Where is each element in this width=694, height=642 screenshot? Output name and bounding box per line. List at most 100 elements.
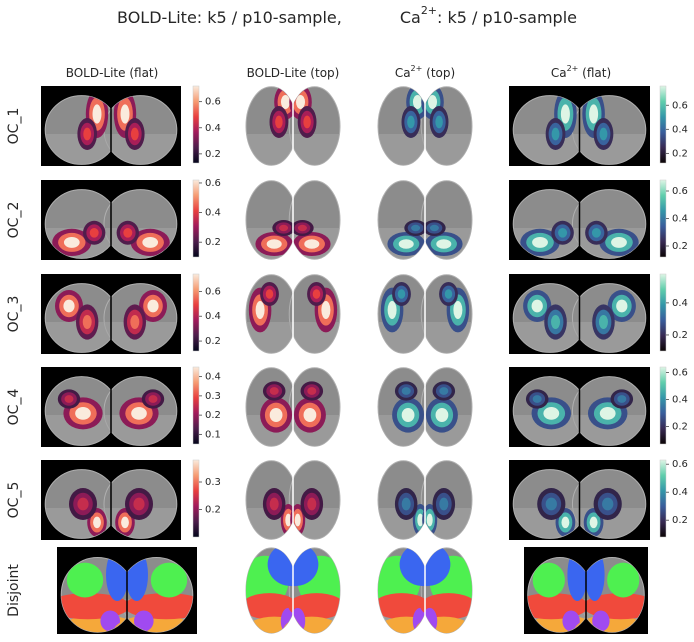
region xyxy=(271,547,319,587)
column-title: BOLD-Lite (flat) xyxy=(66,66,159,80)
activation-blob xyxy=(294,513,301,527)
activation-blob xyxy=(296,94,306,110)
activation-blob xyxy=(92,104,102,124)
activation-blob xyxy=(147,299,159,313)
activation-blob xyxy=(439,387,449,395)
region xyxy=(378,616,435,634)
colorbar-tick-label: 0.2 xyxy=(205,237,221,248)
colorbar-tick-label: 0.6 xyxy=(672,367,688,378)
region xyxy=(150,562,188,598)
colorbar-tick-label: 0.4 xyxy=(672,298,688,309)
region xyxy=(100,610,120,632)
region xyxy=(532,562,565,598)
activation-blob xyxy=(589,104,599,124)
region xyxy=(403,547,451,587)
brain-map xyxy=(378,488,472,540)
colorbar-tick-label: 0.4 xyxy=(672,124,688,135)
activation-blob xyxy=(303,115,311,129)
colorbar-tick-label: 0.6 xyxy=(672,100,688,111)
activation-blob xyxy=(561,516,570,529)
colorbar xyxy=(659,85,667,164)
column-title-part: BOLD-Lite (top) xyxy=(247,66,340,80)
activation-blob xyxy=(120,104,130,124)
row-label: OC_2 xyxy=(6,202,22,239)
activation-blob xyxy=(255,301,265,319)
colorbar-tick-label: 0.2 xyxy=(205,336,221,347)
activation-blob xyxy=(269,407,283,423)
colorbar xyxy=(659,459,667,538)
colorbar xyxy=(659,366,667,445)
activation-blob xyxy=(532,236,548,248)
activation-blob xyxy=(312,289,321,299)
row-label: OC_1 xyxy=(6,108,22,145)
activation-blob xyxy=(401,497,411,511)
brain-map xyxy=(527,557,645,633)
activation-blob xyxy=(417,513,424,527)
activation-blob xyxy=(130,127,139,141)
activation-blob xyxy=(304,239,320,249)
activation-blob xyxy=(435,407,449,423)
colorbar-tick-label: 0.2 xyxy=(672,148,688,159)
colorbar xyxy=(192,85,200,164)
activation-blob xyxy=(591,228,601,238)
colorbar-tick-label: 0.6 xyxy=(672,459,688,470)
activation-blob xyxy=(131,407,147,420)
column-title: BOLD-Lite (top) xyxy=(247,66,340,80)
column-title-part: (top) xyxy=(422,66,455,80)
colorbar-tick-label: 0.4 xyxy=(672,214,688,225)
row-label: OC_4 xyxy=(6,389,22,426)
colorbar-tick-label: 0.1 xyxy=(205,429,221,440)
colorbar-tick-label: 0.4 xyxy=(205,123,221,134)
colorbar-tick-label: 0.3 xyxy=(205,391,221,402)
region xyxy=(607,562,640,598)
activation-blob xyxy=(401,407,415,423)
activation-blob xyxy=(148,395,158,403)
region xyxy=(134,610,154,632)
activation-blob xyxy=(82,314,92,330)
row-label: OC_5 xyxy=(6,482,22,519)
activation-blob xyxy=(560,104,570,124)
activation-blob xyxy=(307,497,317,511)
activation-blob xyxy=(269,497,279,511)
activation-blob xyxy=(411,224,421,232)
colorbar-tick-label: 0.2 xyxy=(672,330,688,341)
activation-blob xyxy=(279,224,289,232)
activation-blob xyxy=(545,497,557,511)
activation-blob xyxy=(412,94,422,110)
brain-map xyxy=(45,290,177,353)
activation-blob xyxy=(77,497,89,511)
activation-blob xyxy=(275,115,283,129)
activation-blob xyxy=(429,224,439,232)
activation-blob xyxy=(453,301,463,319)
title-part: : k5 / p10-sample xyxy=(437,8,577,27)
brain-map xyxy=(45,389,177,446)
colorbar-tick-label: 0.2 xyxy=(672,421,688,432)
activation-blob xyxy=(142,236,159,248)
activation-blob xyxy=(303,407,317,423)
activation-blob xyxy=(426,513,433,527)
column-title: Ca2+ (flat) xyxy=(551,64,611,80)
colorbar-tick-label: 0.3 xyxy=(205,477,221,488)
activation-blob xyxy=(397,289,406,299)
colorbar xyxy=(659,179,667,258)
colorbar xyxy=(192,366,200,445)
activation-blob xyxy=(599,407,616,420)
activation-blob xyxy=(297,224,307,232)
title-part: Ca xyxy=(400,8,421,27)
activation-blob xyxy=(439,497,449,511)
activation-blob xyxy=(133,497,145,511)
activation-blob xyxy=(63,299,75,313)
column-title-part: Ca xyxy=(395,66,411,80)
activation-blob xyxy=(407,115,415,129)
activation-blob xyxy=(123,228,133,238)
column-title-part: BOLD-Lite (flat) xyxy=(66,66,159,80)
colorbar-tick-label: 0.2 xyxy=(672,515,688,526)
activation-blob xyxy=(130,314,140,330)
activation-blob xyxy=(269,387,279,395)
activation-blob xyxy=(602,497,614,511)
activation-blob xyxy=(285,513,292,527)
activation-blob xyxy=(617,395,627,403)
colorbar-tick-label: 0.4 xyxy=(672,487,688,498)
activation-blob xyxy=(599,127,608,141)
